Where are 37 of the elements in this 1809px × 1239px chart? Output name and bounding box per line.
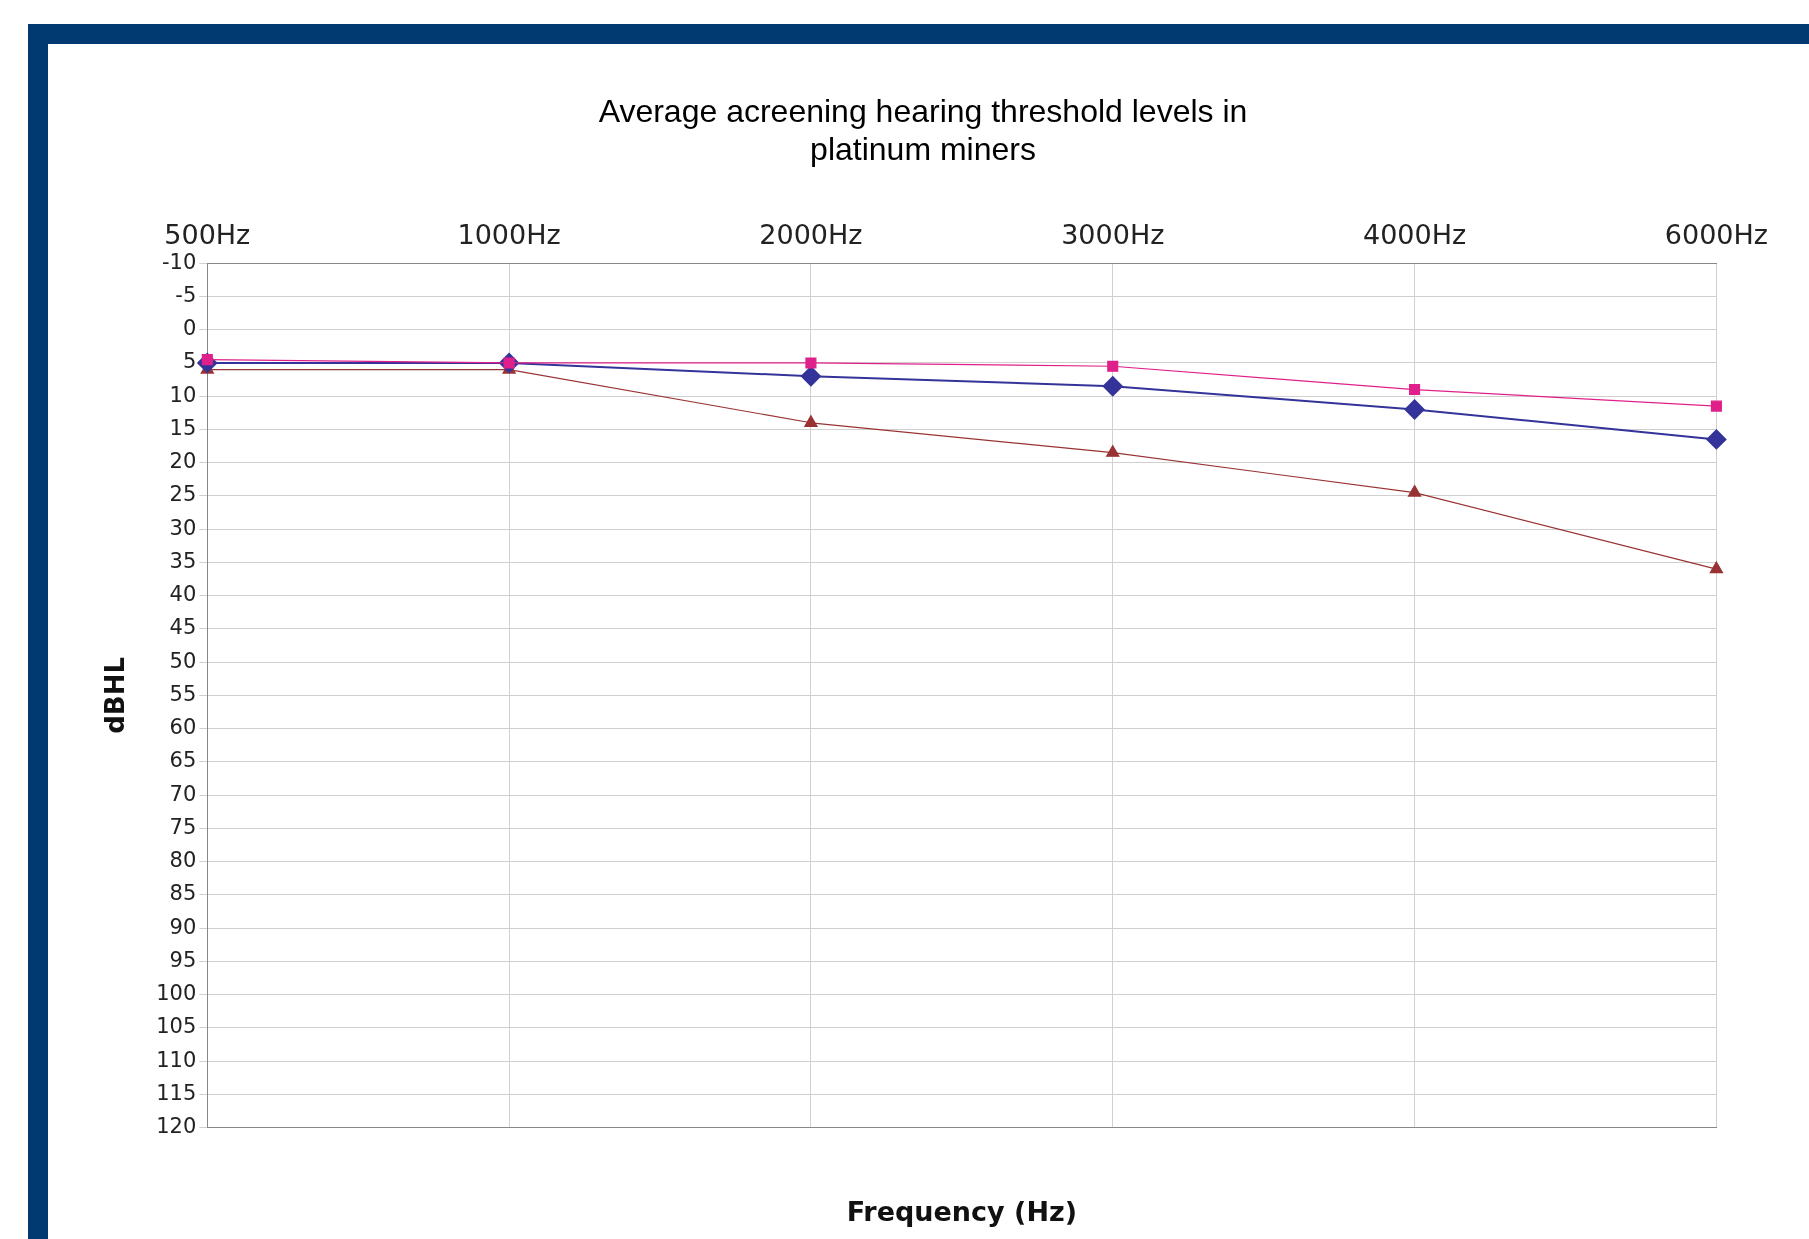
y-tick-label: 40 (169, 582, 197, 607)
y-tick-label: -10 (161, 249, 197, 274)
y-tick-label: 75 (169, 814, 197, 839)
y-tick-label: 80 (169, 848, 197, 873)
y-tick-label: -5 (175, 282, 197, 307)
x-axis-title: Frequency (Hz) (846, 1195, 1078, 1227)
y-tick-label: 85 (169, 881, 197, 906)
x-tick-label: 4000Hz (1362, 219, 1467, 251)
x-tick-label: 500Hz (164, 219, 251, 251)
y-tick-label: 60 (169, 715, 197, 740)
y-tick-label: 35 (169, 548, 197, 573)
x-tick-label: 6000Hz (1664, 219, 1769, 251)
y-tick-label: 20 (169, 449, 197, 474)
y-tick-label: 55 (169, 681, 197, 706)
text: platinum miners (810, 131, 1036, 168)
y-tick-label: 10 (169, 382, 197, 407)
y-tick-label: 70 (169, 781, 197, 806)
y-tick-label: 90 (169, 914, 197, 939)
y-tick-label: 30 (169, 515, 197, 540)
y-tick-label: 100 (156, 981, 197, 1006)
x-tick-label: 2000Hz (759, 219, 863, 251)
y-tick-label: 110 (156, 1047, 197, 1072)
y-tick-label: 105 (156, 1014, 197, 1039)
y-tick-label: 25 (169, 482, 197, 507)
y-tick-label: 5 (182, 349, 197, 374)
y-axis-title: dBHL (100, 657, 131, 734)
y-tick-label: 95 (169, 947, 197, 972)
text: Average acreening hearing threshold levels in (598, 93, 1248, 130)
y-tick-label: 15 (169, 415, 197, 440)
x-tick-label: 3000Hz (1061, 219, 1165, 251)
x-tick-label: 1000Hz (457, 219, 561, 251)
y-tick-label: 50 (169, 648, 197, 673)
y-tick-label: 0 (182, 316, 197, 341)
y-tick-label: 45 (169, 615, 197, 640)
y-tick-label: 120 (156, 1114, 197, 1139)
y-tick-label: 65 (169, 748, 197, 773)
y-tick-label: 115 (156, 1080, 197, 1105)
